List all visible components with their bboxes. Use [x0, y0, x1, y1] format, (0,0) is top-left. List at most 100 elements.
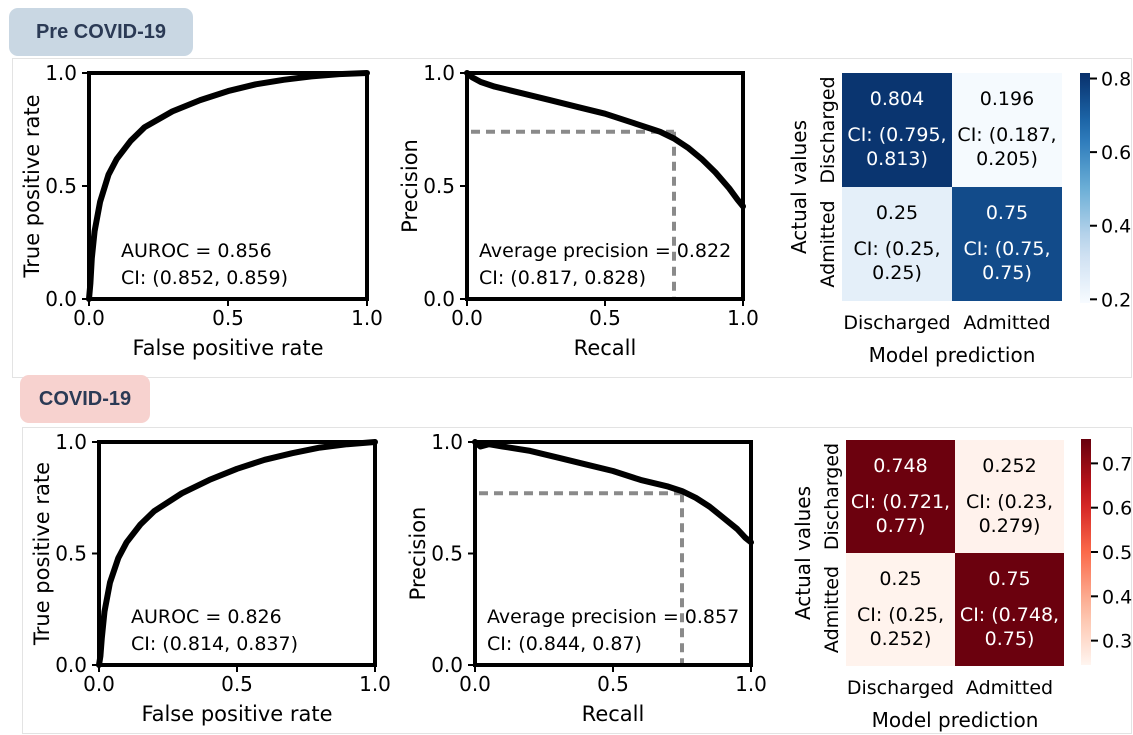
- curve-point: [472, 439, 478, 445]
- curve-point: [170, 109, 175, 114]
- matrix-cell: [842, 73, 952, 187]
- curve-point: [602, 111, 608, 116]
- x-tick-label: 0.5: [221, 672, 253, 696]
- curve-point: [685, 145, 690, 150]
- cell-value: 0.804: [870, 88, 924, 110]
- curve-point: [88, 280, 93, 286]
- cell-ci: 0.252): [870, 628, 932, 650]
- y-axis-label: True positive rate: [20, 95, 44, 279]
- curve-point: [492, 84, 497, 89]
- pr-curve-chart: 0.00.0 0.5 0.5 1.0 1.0 Recall Precision Average…: [398, 61, 759, 360]
- cell-ci: CI: (0.187,: [957, 124, 1056, 146]
- pr-curve-chart: 0.00.0 0.5 0.5 1.0 1.0 Recall Precision Average…: [406, 430, 767, 726]
- matrix-cell: [846, 440, 955, 553]
- figure-panel: 0.0 0.0 0.5 0.5 1.0 1.0 False positive rate Tru…: [12, 58, 1132, 378]
- y-tick-label: 0.5: [423, 174, 455, 198]
- curve-point: [478, 444, 483, 449]
- cell-ci: CI: (0.795,: [847, 124, 946, 146]
- x-tick-label: 0.5: [589, 306, 621, 330]
- ci-annotation: CI: (0.852, 0.859): [121, 267, 288, 289]
- cell-value: 0.748: [873, 455, 927, 477]
- y-tick-label: 1.0: [431, 430, 463, 454]
- curve-point: [743, 535, 748, 541]
- y-tick-label: 1.0: [55, 430, 87, 454]
- roc-curve-chart: 0.00.0 0.5 0.5 1.0 1.0 False positive rate Tru…: [30, 430, 391, 726]
- metric-annotation: AUROC = 0.826: [131, 606, 282, 628]
- x-tick-label: 0.0: [459, 672, 491, 696]
- curve-point: [364, 70, 370, 76]
- curve-point: [713, 170, 718, 175]
- colorbar-tick-label: 0.5: [1102, 542, 1132, 564]
- curve-point: [97, 199, 103, 205]
- covid-section: COVID-19 0.0 0.0 0.5 0.5 1.0 1.0 False positiv…: [0, 372, 1133, 735]
- curve-point: [262, 457, 267, 463]
- curve-point: [152, 508, 157, 514]
- cell-ci: CI: (0.748,: [960, 604, 1059, 626]
- y-tick-label: 0.0: [423, 287, 455, 311]
- curve-point: [464, 70, 470, 76]
- curve-point: [345, 442, 350, 447]
- matrix-cell: [955, 553, 1064, 666]
- curve-point: [89, 256, 94, 261]
- plot-frame: [97, 440, 377, 667]
- curve-point: [234, 466, 240, 471]
- y-category-label: Discharged: [817, 76, 839, 183]
- cell-ci: CI: (0.75,: [963, 238, 1050, 260]
- matrix-cell: [842, 187, 952, 301]
- curve-point: [106, 172, 111, 177]
- curve-point: [520, 91, 525, 96]
- curve-point: [96, 662, 102, 668]
- curve-point: [207, 477, 212, 483]
- curve-point: [547, 97, 552, 103]
- cell-value: 0.252: [982, 455, 1036, 477]
- precision-recall-curve: [464, 70, 746, 210]
- x-category-label: Admitted: [963, 312, 1050, 334]
- curve-point: [102, 609, 107, 614]
- curve-point: [179, 491, 184, 496]
- matrix-cell: [955, 440, 1064, 553]
- curve-point: [86, 296, 92, 302]
- curve-point: [309, 74, 314, 79]
- ci-annotation: CI: (0.817, 0.828): [479, 267, 646, 289]
- curve-point: [707, 504, 712, 509]
- section-badge: COVID-19: [20, 375, 150, 423]
- y-tick-label: 0.0: [45, 287, 77, 311]
- curve-point: [128, 138, 133, 143]
- plot-frame: [465, 71, 745, 301]
- curve-point: [253, 82, 258, 87]
- section-badge: Pre COVID-19: [9, 8, 193, 56]
- curve-point: [610, 468, 616, 474]
- curve-point: [500, 444, 505, 449]
- curve-point: [735, 526, 740, 532]
- curve-point: [99, 636, 104, 641]
- curve-point: [575, 104, 580, 110]
- curve-point: [740, 204, 746, 209]
- curve-point: [290, 450, 295, 456]
- y-tick-label: 0.5: [45, 174, 77, 198]
- x-tick-label: 0.0: [451, 306, 483, 330]
- x-tick-label: 0.5: [212, 306, 244, 330]
- curve-point: [735, 197, 740, 202]
- cell-ci: CI: (0.23,: [966, 491, 1053, 513]
- y-tick-label: 0.5: [55, 542, 87, 566]
- roc-curve: [86, 70, 370, 302]
- x-tick-label: 0.5: [597, 672, 629, 696]
- roc-curve-chart: 0.00.0 0.5 0.5 1.0 1.0 False positive rate Tru…: [20, 61, 383, 360]
- curve-point: [721, 515, 726, 521]
- y-category-label: Admitted: [821, 566, 843, 653]
- curve-point: [679, 488, 685, 494]
- colorbar: [1081, 439, 1091, 665]
- curve-point: [583, 462, 588, 467]
- metric-annotation: Average precision = 0.822: [479, 240, 731, 262]
- curve-point: [281, 77, 286, 82]
- colorbar-tick-label: 0.3: [1102, 631, 1132, 653]
- curve-point: [486, 442, 491, 447]
- cell-value: 0.75: [988, 568, 1030, 590]
- x-category-label: Discharged: [847, 677, 954, 699]
- colorbar-tick-label: 0.8: [1101, 69, 1131, 91]
- colorbar-tick-label: 0.7: [1102, 453, 1132, 475]
- cell-ci: CI: (0.25,: [853, 238, 940, 260]
- curve-point: [116, 555, 121, 561]
- plot-frame: [87, 71, 369, 301]
